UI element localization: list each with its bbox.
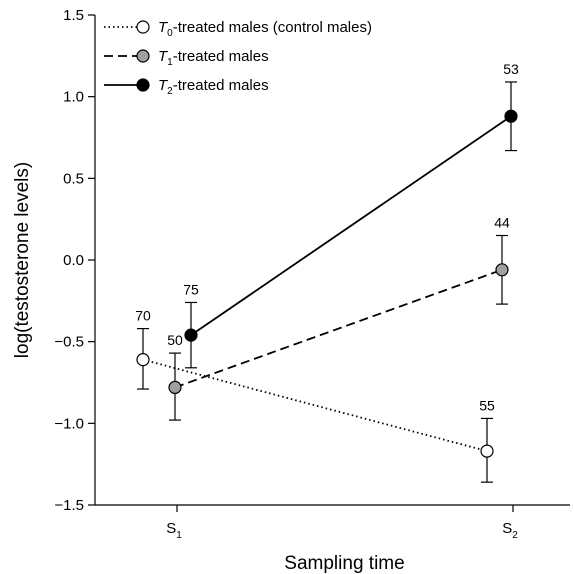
legend-entry-0: T0-treated males (control males) [158,19,372,39]
y-tick-label: 0.0 [63,252,84,269]
y-axis-title: log(testosterone levels) [12,162,33,358]
y-tick-label: 0.5 [63,170,84,187]
sample-size-label: 70 [135,308,151,324]
legend-entry-1: T1-treated males [158,48,269,68]
legend-marker-1 [136,49,150,63]
legend-marker-2 [136,78,150,92]
series-line-0 [142,358,488,452]
data-point [495,263,509,277]
y-tick-label: 1.0 [63,89,84,106]
sample-size-label: 75 [183,281,199,297]
y-tick-label: 1.5 [63,7,84,24]
series-line-2 [190,115,512,336]
series-line-1 [174,268,503,389]
y-tick-label: −0.5 [54,334,84,351]
legend-marker-0 [136,20,150,34]
data-point [184,328,198,342]
axes: 1.5 1.0 0.5 0.0 −0.5 −1.0 −1.5 S1 S2 Sampling tim… [12,7,570,574]
x-tick-label: S2 [502,520,518,541]
data-point [504,109,518,123]
data-point [168,380,182,394]
y-tick-label: −1.5 [54,497,84,514]
sample-size-label: 50 [167,332,183,348]
x-tick-label: S1 [166,520,182,541]
x-axis-title: Sampling time [284,553,404,574]
sample-size-label: 53 [503,61,519,77]
legend-entry-2: T2-treated males [158,77,269,97]
chart-marks: 70 55 50 44 75 53 [135,61,519,483]
data-point [480,444,494,458]
sample-size-label: 55 [479,397,495,413]
y-tick-label: −1.0 [54,415,84,432]
sample-size-label: 44 [494,215,510,231]
data-point [136,353,150,367]
legend: T0-treated males (control males) T1-treat… [104,19,372,97]
